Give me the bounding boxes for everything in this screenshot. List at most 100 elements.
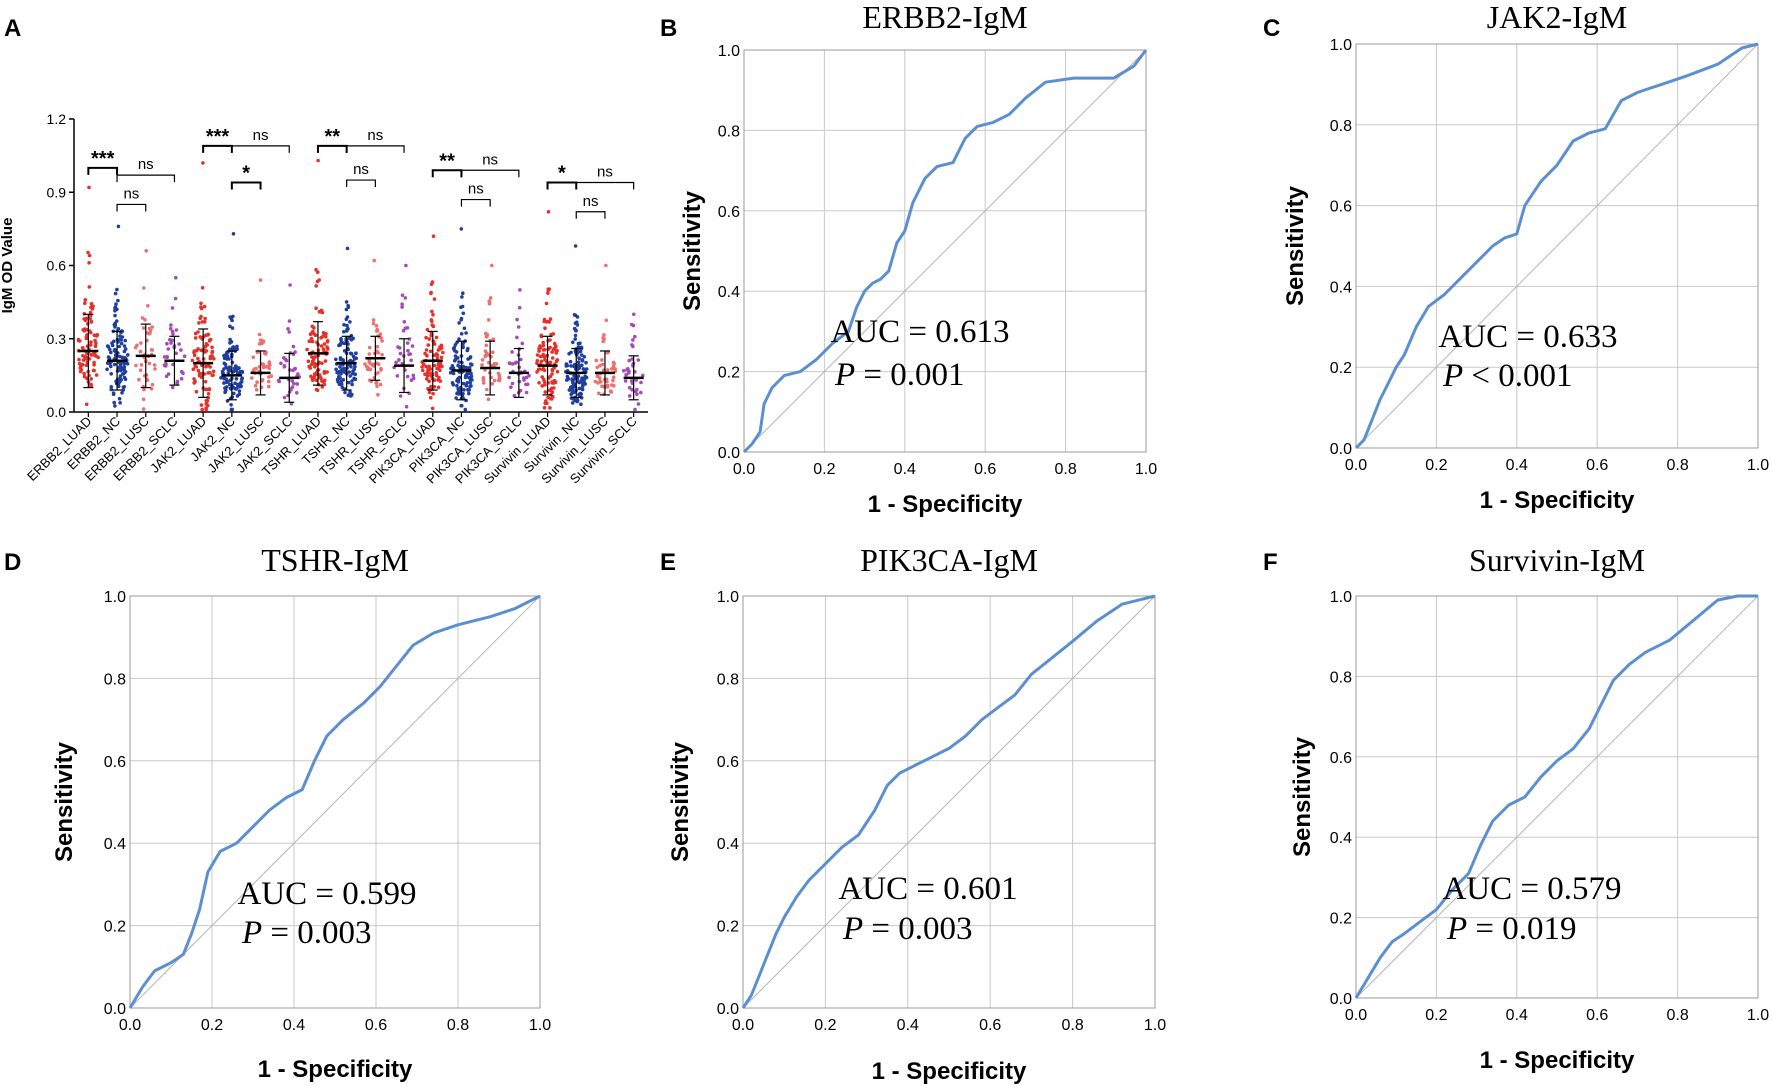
data-point: [459, 305, 463, 310]
data-point: [634, 378, 638, 382]
data-point: [548, 338, 552, 342]
data-point: [222, 361, 227, 366]
data-point: [541, 348, 546, 352]
data-point: [153, 367, 157, 371]
data-point: [319, 336, 323, 340]
panel-letter-b: B: [660, 15, 677, 42]
significance-bracket: [87, 166, 119, 175]
data-point: [348, 351, 353, 356]
data-point: [177, 342, 181, 346]
data-point: [452, 345, 457, 350]
data-point: [602, 337, 606, 341]
significance-label: ns: [138, 156, 154, 173]
data-point: [451, 382, 456, 387]
data-point: [631, 338, 635, 342]
data-point: [84, 336, 89, 341]
data-point: [169, 341, 173, 345]
data-point: [481, 381, 486, 385]
y-tick-label: 0.6: [718, 204, 740, 221]
data-point: [116, 384, 121, 389]
significance-bracket: [575, 211, 606, 219]
data-point: [512, 393, 517, 398]
data-point: [319, 344, 324, 348]
data-point: [400, 305, 404, 309]
data-point: [548, 397, 553, 401]
data-point: [507, 361, 512, 365]
y-tick-label: 0.4: [1330, 279, 1352, 296]
data-point: [320, 385, 325, 389]
data-point: [367, 359, 372, 364]
significance-label: ns: [367, 127, 383, 144]
data-point: [194, 389, 199, 394]
data-point: [398, 394, 403, 398]
data-point: [342, 323, 346, 327]
data-point: [404, 404, 409, 409]
data-point: [347, 336, 352, 341]
data-point: [226, 379, 231, 384]
data-point: [240, 377, 244, 381]
data-point: [237, 389, 242, 393]
data-point: [325, 340, 330, 344]
data-point: [461, 311, 466, 316]
data-point: [569, 385, 573, 390]
data-point: [548, 406, 552, 410]
y-axis-title: Sensitivity: [679, 190, 706, 311]
data-point: [200, 407, 204, 412]
data-point: [488, 296, 493, 300]
data-point: [430, 323, 435, 327]
data-point: [630, 343, 634, 347]
data-point: [171, 332, 175, 336]
data-point: [550, 372, 554, 376]
data-point: [344, 307, 349, 312]
data-point: [438, 379, 443, 383]
data-point: [139, 341, 143, 345]
data-point: [165, 341, 169, 346]
data-point: [204, 349, 209, 353]
data-point: [337, 382, 342, 387]
data-point: [276, 378, 281, 383]
data-point: [76, 338, 81, 343]
data-point: [403, 296, 408, 300]
data-point: [611, 360, 616, 365]
data-point: [105, 361, 110, 365]
data-point: [454, 396, 458, 400]
data-point: [596, 381, 600, 385]
data-point: [439, 343, 444, 348]
data-point: [93, 338, 97, 343]
data-point: [569, 364, 573, 368]
data-point: [91, 304, 95, 309]
data-point: [232, 391, 236, 396]
data-point: [597, 376, 602, 381]
data-point: [295, 391, 299, 395]
data-point: [317, 309, 322, 314]
data-point: [346, 380, 351, 385]
data-point: [429, 384, 433, 389]
data-point: [308, 366, 313, 370]
data-point: [86, 250, 90, 255]
y-tick-label: 0.2: [1330, 360, 1352, 377]
data-point: [509, 385, 513, 390]
data-point: [174, 351, 178, 356]
data-point: [239, 384, 243, 389]
data-point: [310, 324, 315, 329]
data-point: [199, 301, 203, 306]
roc-panel-f: 0.0 0.2 0.4 0.6 0.8 1.0 0.0 0.2 0.4 0.6 0.8 1.0 Surv…: [1289, 542, 1769, 1074]
p-symbol: P: [834, 357, 855, 393]
data-point: [401, 328, 406, 333]
y-tick-label: 1.0: [104, 589, 126, 606]
data-point: [456, 377, 460, 381]
data-point: [639, 390, 643, 395]
data-point: [254, 388, 259, 392]
data-point: [199, 403, 204, 407]
panel-letter-d: D: [4, 549, 21, 576]
reference-diagonal: [1355, 595, 1759, 999]
data-point: [424, 364, 428, 369]
data-point: [320, 361, 324, 366]
x-tick-label: 0.8: [447, 1017, 469, 1034]
significance-label: ns: [253, 127, 269, 144]
data-point: [544, 301, 549, 306]
data-point: [292, 367, 297, 372]
data-point: [398, 351, 403, 356]
data-point: [374, 324, 379, 328]
x-axis-title: 1 - Specificity: [1480, 1047, 1635, 1074]
